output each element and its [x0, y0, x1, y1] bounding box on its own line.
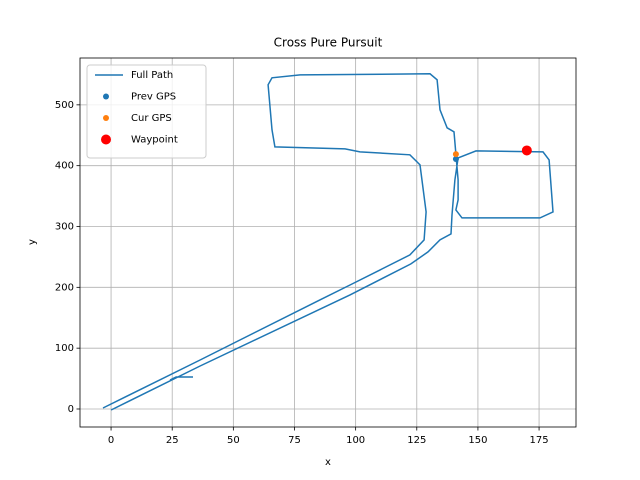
x-tick-label: 150: [468, 435, 487, 446]
legend-marker: [103, 93, 109, 100]
legend-marker: [103, 115, 109, 121]
scatter-point: [452, 155, 459, 162]
x-tick-label: 125: [407, 435, 426, 446]
legend-label: Full Path: [131, 70, 173, 81]
y-tick-label: 100: [55, 343, 74, 354]
y-tick-label: 0: [68, 404, 74, 415]
y-tick-label: 400: [55, 161, 74, 172]
y-tick-label: 300: [55, 222, 74, 233]
plot-frame: [79, 57, 577, 428]
x-tick-label: 75: [288, 435, 301, 446]
path-line: [102, 73, 554, 411]
scatter-point: [521, 145, 532, 156]
x-tick-label: 0: [108, 435, 114, 446]
x-tick-label: 50: [227, 435, 240, 446]
legend-label: Prev GPS: [131, 92, 176, 103]
scatter-point: [452, 151, 459, 158]
legend-label: Waypoint: [131, 135, 178, 146]
legend: Full Path Prev GPS Cur GPS Waypoint: [86, 64, 207, 159]
y-tick-label: 500: [55, 100, 74, 111]
y-tick-label: 200: [55, 282, 74, 293]
x-axis-label: x: [325, 457, 331, 468]
y-axis-label: y: [27, 239, 38, 245]
legend-marker: [101, 134, 111, 145]
x-tick-label: 175: [530, 435, 549, 446]
legend-label: Cur GPS: [131, 113, 172, 124]
x-tick-label: 100: [346, 435, 365, 446]
legend-box: [86, 64, 207, 159]
chart-title: Cross Pure Pursuit: [274, 36, 383, 50]
x-tick-label: 25: [166, 435, 179, 446]
